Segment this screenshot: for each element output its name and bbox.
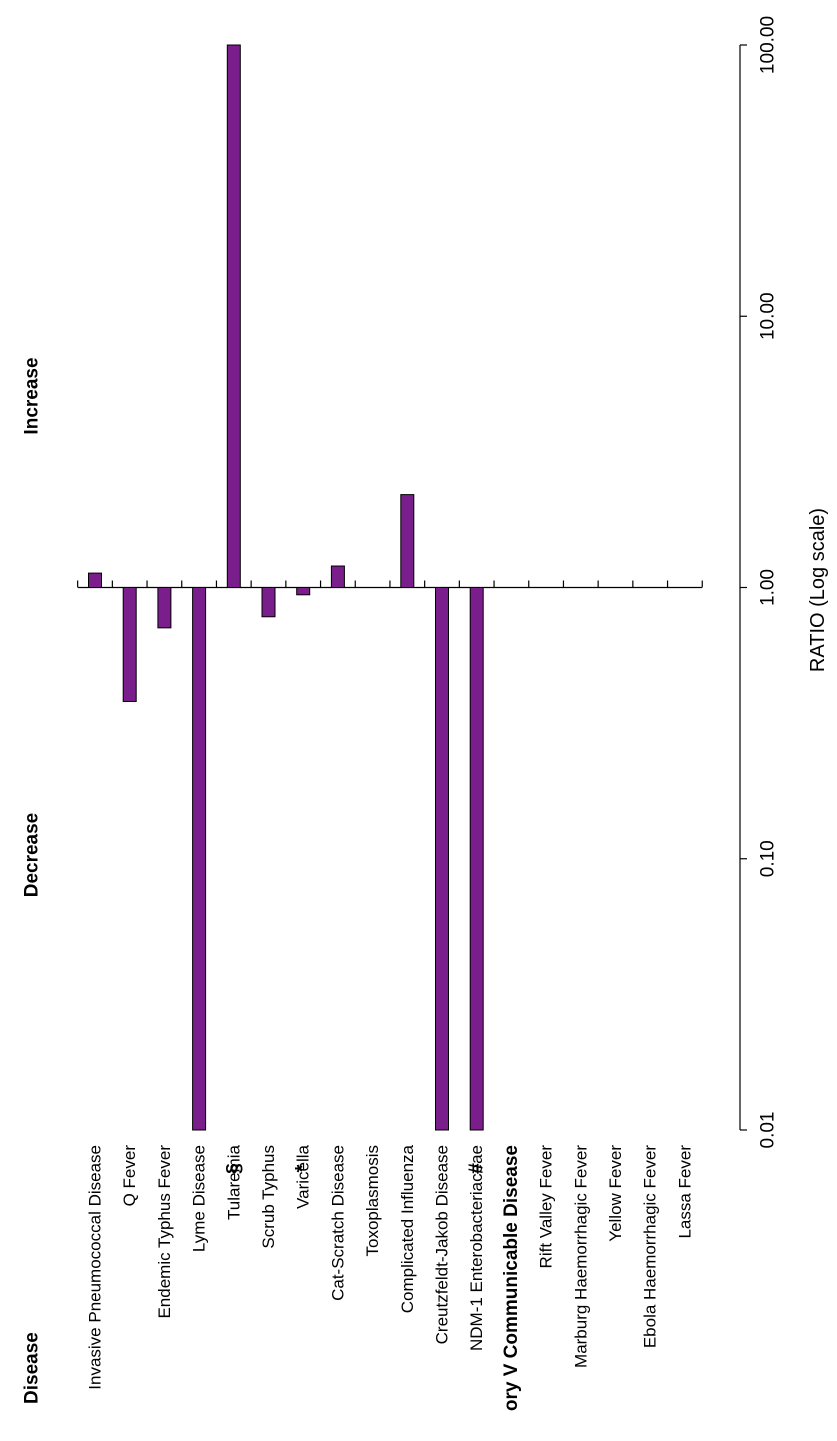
category-label: Scrub Typhus bbox=[259, 1145, 278, 1249]
annotation-increase: Increase bbox=[22, 357, 43, 434]
category-label: Q Fever bbox=[120, 1145, 139, 1207]
category-label: Lassa Fever bbox=[675, 1145, 694, 1239]
bar bbox=[192, 587, 207, 1131]
bar bbox=[157, 587, 172, 629]
category-label: Complicated Influenza bbox=[398, 1144, 417, 1313]
category-label: Ebola Haemorrhagic Fever bbox=[641, 1145, 660, 1348]
category-label: Tularemia bbox=[224, 1144, 243, 1219]
marker-symbol: § bbox=[223, 1163, 245, 1174]
category-label: Yellow Fever bbox=[606, 1145, 625, 1242]
ratio-tick-label: 10.00 bbox=[758, 292, 779, 340]
bar bbox=[469, 587, 484, 1131]
bar bbox=[400, 494, 415, 589]
section-header-label: ory V Communicable Disease bbox=[501, 1145, 522, 1411]
ratio-tick-label: 1.00 bbox=[758, 569, 779, 606]
bar bbox=[330, 565, 345, 589]
bar bbox=[261, 587, 276, 618]
y-axis-title: Disease bbox=[22, 1332, 43, 1404]
category-label: Lyme Disease bbox=[190, 1145, 209, 1252]
category-label: Invasive Pneumococcal Disease bbox=[86, 1145, 105, 1390]
bar bbox=[226, 44, 241, 588]
category-label: Toxoplasmosis bbox=[363, 1145, 382, 1257]
bar bbox=[435, 587, 449, 1131]
bar bbox=[296, 587, 311, 596]
category-label: Rift Valley Fever bbox=[537, 1145, 556, 1269]
ratio-tick-label: 0.10 bbox=[758, 840, 779, 877]
marker-symbol: # bbox=[466, 1163, 488, 1174]
category-label: Marburg Haemorrhagic Fever bbox=[571, 1145, 590, 1368]
category-label: Creutzfeldt-Jakob Disease bbox=[433, 1145, 452, 1344]
category-label: NDM-1 Enterobacteriaceae bbox=[467, 1145, 486, 1351]
category-label: Varicella bbox=[294, 1144, 313, 1208]
category-label: Endemic Typhus Fever bbox=[155, 1145, 174, 1319]
plot-area: 0.01 0.10 1.00 10.00 100.00 RATIO (Log scale)… bbox=[22, 16, 830, 1411]
annotation-decrease: Decrease bbox=[22, 813, 43, 898]
ratio-tick-label: 0.01 bbox=[758, 1112, 779, 1149]
ratio-tick-label: 100.00 bbox=[758, 16, 779, 74]
bar bbox=[122, 587, 137, 702]
category-label: Cat-Scratch Disease bbox=[328, 1145, 347, 1301]
x-axis-title: RATIO (Log scale) bbox=[807, 508, 829, 672]
marker-symbol: * bbox=[292, 1164, 314, 1172]
bar bbox=[88, 572, 102, 589]
